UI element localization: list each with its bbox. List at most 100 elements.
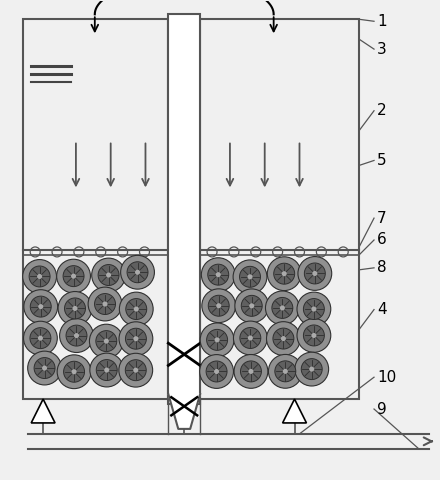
Text: 6: 6 [377,232,387,248]
Text: 3: 3 [377,42,387,57]
Circle shape [37,274,42,279]
Circle shape [281,336,286,341]
Circle shape [28,351,62,385]
Circle shape [127,262,148,283]
Circle shape [96,360,117,381]
Polygon shape [169,14,200,404]
Circle shape [297,292,331,326]
Text: 8: 8 [377,260,387,276]
Circle shape [247,274,253,279]
Polygon shape [282,399,306,423]
Circle shape [104,368,109,372]
Circle shape [304,325,324,346]
Circle shape [275,361,296,382]
Circle shape [42,365,47,371]
Circle shape [119,353,153,387]
Circle shape [215,337,220,342]
Circle shape [65,298,85,319]
Circle shape [312,271,317,276]
Circle shape [38,304,43,309]
Text: 9: 9 [377,401,387,417]
Circle shape [272,298,293,318]
Circle shape [23,260,56,293]
Circle shape [268,257,301,290]
Circle shape [298,256,332,290]
Text: 7: 7 [377,211,387,226]
Circle shape [24,290,58,324]
Polygon shape [31,399,55,423]
Circle shape [248,336,253,340]
Circle shape [106,273,111,277]
Circle shape [304,263,325,284]
Circle shape [121,255,154,289]
Circle shape [301,359,322,380]
Text: 4: 4 [377,302,387,317]
Circle shape [208,295,229,316]
Circle shape [38,336,43,341]
Circle shape [135,270,140,275]
Circle shape [30,328,51,348]
Circle shape [73,306,77,311]
Circle shape [74,333,79,338]
Circle shape [104,338,109,344]
Circle shape [282,271,287,276]
Circle shape [239,266,260,288]
Circle shape [202,258,235,291]
Circle shape [126,299,147,320]
Circle shape [200,323,234,357]
Circle shape [92,258,125,292]
Text: 10: 10 [377,370,396,384]
Circle shape [89,324,123,358]
Circle shape [234,321,267,355]
Circle shape [304,299,324,320]
Circle shape [295,352,329,386]
Circle shape [207,329,227,350]
Circle shape [249,369,253,374]
Circle shape [234,355,268,388]
Circle shape [297,319,331,352]
Circle shape [267,322,300,356]
Circle shape [216,272,221,277]
Circle shape [119,292,153,326]
Circle shape [23,321,57,355]
Circle shape [98,264,119,286]
Circle shape [95,294,115,314]
Circle shape [202,289,235,323]
Circle shape [30,296,51,317]
Circle shape [280,305,285,311]
Circle shape [208,264,229,285]
Circle shape [64,361,84,382]
Circle shape [72,369,77,374]
Circle shape [57,355,91,389]
Circle shape [240,327,261,348]
Circle shape [265,291,299,325]
Circle shape [125,328,147,349]
Text: 5: 5 [377,153,387,168]
Circle shape [268,354,302,388]
Circle shape [125,360,146,381]
Circle shape [59,319,93,352]
Circle shape [103,301,107,307]
Circle shape [66,325,87,346]
Circle shape [88,287,122,321]
Circle shape [90,353,124,387]
Polygon shape [169,394,200,429]
Circle shape [312,307,316,312]
Circle shape [241,295,262,316]
Circle shape [133,336,139,341]
Circle shape [119,322,153,356]
Circle shape [206,361,227,382]
Circle shape [312,333,316,338]
Circle shape [133,368,138,373]
Circle shape [309,367,314,372]
Circle shape [283,369,288,374]
Circle shape [273,328,294,349]
Circle shape [134,307,139,312]
Circle shape [71,274,76,279]
Circle shape [249,303,254,308]
Circle shape [29,266,50,287]
Circle shape [235,289,269,323]
Circle shape [96,331,117,351]
Circle shape [200,355,234,388]
Text: 2: 2 [377,103,387,118]
